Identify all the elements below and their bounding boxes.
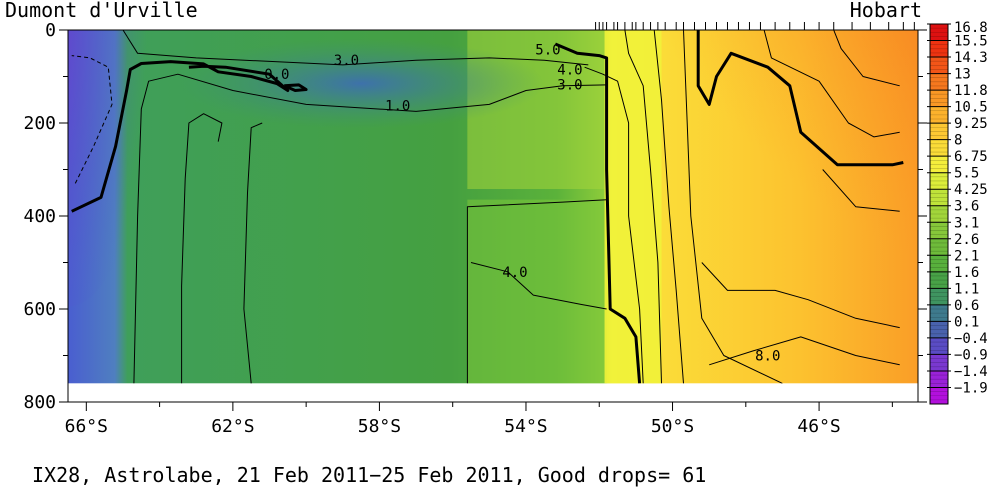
colorbar-label: 6.75 <box>954 149 988 165</box>
contour-line <box>466 199 607 384</box>
colorbar-label: 16.8 <box>954 20 988 36</box>
x-tick-label: 66°S <box>65 416 108 437</box>
y-tick-label: 200 <box>23 113 56 134</box>
colorbar-swatch <box>930 238 948 256</box>
contour-line <box>763 30 900 138</box>
contour-label: 8.0 <box>755 349 780 365</box>
colorbar-label: 0.1 <box>954 314 979 330</box>
colorbar-label: 3.1 <box>954 215 979 231</box>
x-tick-label: 54°S <box>504 416 547 437</box>
contour-line <box>624 30 662 384</box>
contour-line <box>71 60 290 213</box>
colorbar: 16.815.514.31311.810.59.2586.755.54.253.… <box>927 20 988 405</box>
contour-line <box>470 262 607 310</box>
right-station-label: Hobart <box>850 0 922 22</box>
colorbar-label: 0.6 <box>954 298 979 314</box>
contour-line <box>822 169 900 212</box>
colorbar-swatch <box>930 222 948 240</box>
contour-label: 1.0 <box>385 98 410 114</box>
axes: 0 200 400 600 800 66°S 62°S 58°S 54°S 50°S 46°S <box>23 20 927 437</box>
heatmap-cold-band <box>177 38 545 129</box>
contour-line <box>243 122 263 384</box>
contour-line <box>283 83 308 92</box>
contour-label: 3.0 <box>557 77 582 93</box>
colorbar-label: 2.1 <box>954 248 979 264</box>
colorbar-swatch <box>930 90 948 108</box>
contour-line <box>122 30 589 66</box>
colorbar-label: −0.4 <box>954 331 988 347</box>
colorbar-swatch <box>930 205 948 223</box>
chart-caption: IX28, Astrolabe, 21 Feb 2011−25 Feb 2011… <box>32 463 706 487</box>
colorbar-label: 1.6 <box>954 265 979 281</box>
colorbar-label: −0.9 <box>954 347 988 363</box>
y-tick-label: 800 <box>23 392 56 413</box>
colorbar-swatch <box>930 123 948 141</box>
heatmap-hot-core <box>561 30 918 350</box>
y-tick-label: 400 <box>23 206 56 227</box>
colorbar-swatch <box>930 24 948 42</box>
contour-line <box>584 66 644 384</box>
heatmap-warm-patch <box>467 199 607 384</box>
colorbar-label: 9.25 <box>954 116 988 132</box>
colorbar-swatch <box>930 106 948 124</box>
colorbar-swatch <box>930 387 948 405</box>
colorbar-label: 4.25 <box>954 182 988 198</box>
contour-line <box>653 30 684 384</box>
colorbar-label: 2.6 <box>954 232 979 248</box>
contour-lines <box>71 30 904 384</box>
colorbar-swatch <box>930 57 948 75</box>
colorbar-swatch <box>930 321 948 339</box>
contour-line <box>181 113 223 384</box>
x-tick-label: 62°S <box>211 416 254 437</box>
colorbar-label: 3.6 <box>954 199 979 215</box>
colorbar-swatch <box>930 255 948 273</box>
colorbar-label: 1.1 <box>954 281 979 297</box>
colorbar-label: 8 <box>954 133 962 149</box>
contour-line <box>709 336 900 366</box>
contour-line <box>554 42 642 384</box>
x-tick-label: 58°S <box>358 416 401 437</box>
contour-label: 4.0 <box>502 265 527 281</box>
colorbar-swatch <box>930 354 948 372</box>
colorbar-label: 11.8 <box>954 83 988 99</box>
y-tick-label: 0 <box>45 20 56 41</box>
contour-line <box>701 262 900 329</box>
colorbar-swatch <box>930 288 948 306</box>
colorbar-label: −1.4 <box>954 364 988 380</box>
colorbar-swatch <box>930 139 948 157</box>
colorbar-label: −1.9 <box>954 380 988 396</box>
contour-line <box>133 73 607 384</box>
colorbar-label: 15.5 <box>954 34 988 50</box>
left-station-label: Dumont d'Urville <box>5 0 198 22</box>
colorbar-swatch <box>930 337 948 355</box>
colorbar-swatch <box>930 370 948 388</box>
colorbar-label: 10.5 <box>954 100 988 116</box>
y-tick-label: 600 <box>23 299 56 320</box>
contour-label: 0.0 <box>264 67 289 83</box>
colorbar-swatch <box>930 189 948 207</box>
contour-line <box>696 30 904 167</box>
contour-line <box>71 55 113 184</box>
colorbar-swatch <box>930 172 948 190</box>
contour-line <box>683 30 783 384</box>
colorbar-label: 13 <box>954 67 971 83</box>
colorbar-label: 14.3 <box>954 50 988 66</box>
contour-label: 4.0 <box>557 63 582 79</box>
x-tick-label: 50°S <box>651 416 694 437</box>
plot-area: 0.03.01.05.04.03.04.08.0 <box>68 30 918 384</box>
colorbar-swatch <box>930 271 948 289</box>
colorbar-swatch <box>930 156 948 174</box>
colorbar-swatch <box>930 304 948 322</box>
contour-label: 5.0 <box>535 43 560 59</box>
x-tick-label: 46°S <box>797 416 840 437</box>
contour-label: 3.0 <box>334 53 359 69</box>
colorbar-swatch <box>930 40 948 58</box>
heatmap-field <box>68 30 918 384</box>
contour-line <box>833 30 900 87</box>
colorbar-swatch <box>930 73 948 91</box>
colorbar-label: 5.5 <box>954 166 979 182</box>
